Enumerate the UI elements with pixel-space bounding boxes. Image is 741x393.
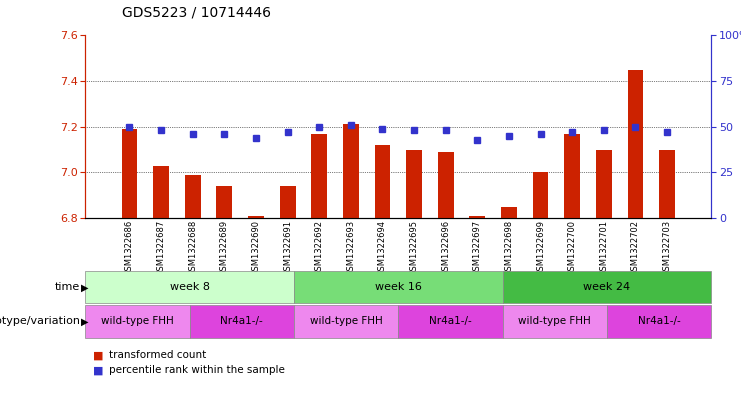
- Bar: [502, 271, 711, 303]
- Bar: [399, 305, 502, 338]
- Bar: [216, 186, 232, 218]
- Bar: [294, 271, 502, 303]
- Text: percentile rank within the sample: percentile rank within the sample: [109, 365, 285, 375]
- Bar: [190, 305, 294, 338]
- Bar: [279, 186, 296, 218]
- Bar: [438, 152, 453, 218]
- Text: wild-type FHH: wild-type FHH: [101, 316, 174, 327]
- Text: time: time: [55, 282, 80, 292]
- Text: genotype/variation: genotype/variation: [0, 316, 80, 327]
- Bar: [502, 305, 607, 338]
- Text: Nr4a1-/-: Nr4a1-/-: [638, 316, 680, 327]
- Bar: [343, 125, 359, 218]
- Bar: [470, 216, 485, 218]
- Bar: [406, 150, 422, 218]
- Bar: [659, 150, 675, 218]
- Text: Nr4a1-/-: Nr4a1-/-: [429, 316, 472, 327]
- Text: week 24: week 24: [583, 282, 631, 292]
- Bar: [628, 70, 643, 218]
- Text: wild-type FHH: wild-type FHH: [310, 316, 382, 327]
- Bar: [122, 129, 137, 218]
- Text: Nr4a1-/-: Nr4a1-/-: [220, 316, 263, 327]
- Text: GDS5223 / 10714446: GDS5223 / 10714446: [122, 6, 271, 20]
- Text: week 8: week 8: [170, 282, 210, 292]
- Text: transformed count: transformed count: [109, 350, 206, 360]
- Bar: [248, 216, 264, 218]
- Bar: [85, 271, 294, 303]
- Text: wild-type FHH: wild-type FHH: [519, 316, 591, 327]
- Bar: [607, 305, 711, 338]
- Text: ▶: ▶: [81, 282, 88, 292]
- Bar: [565, 134, 580, 218]
- Text: week 16: week 16: [375, 282, 422, 292]
- Text: ■: ■: [93, 365, 103, 375]
- Bar: [153, 165, 169, 218]
- Bar: [501, 207, 517, 218]
- Bar: [311, 134, 327, 218]
- Bar: [294, 305, 398, 338]
- Bar: [185, 175, 201, 218]
- Bar: [85, 305, 190, 338]
- Bar: [596, 150, 612, 218]
- Text: ■: ■: [93, 350, 103, 360]
- Bar: [533, 173, 548, 218]
- Text: ▶: ▶: [81, 316, 88, 327]
- Bar: [374, 145, 391, 218]
